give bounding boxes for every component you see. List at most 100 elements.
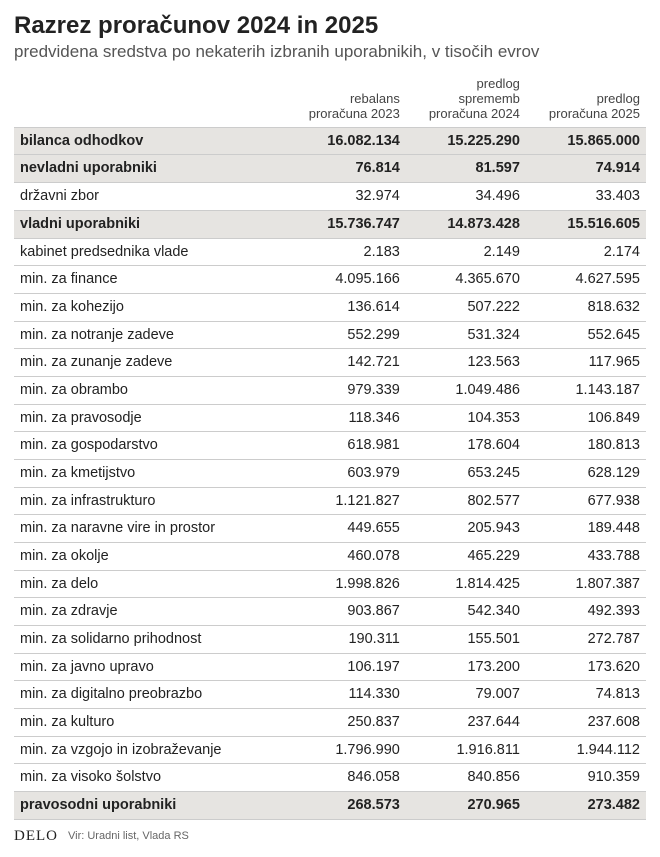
row-value: 79.007	[406, 681, 526, 709]
row-value: 1.807.387	[526, 570, 646, 598]
row-value: 4.095.166	[286, 266, 406, 294]
title: Razrez proračunov 2024 in 2025	[14, 12, 646, 40]
row-value: 433.788	[526, 542, 646, 570]
row-label: min. za gospodarstvo	[14, 432, 286, 460]
table-row: min. za kulturo250.837237.644237.608	[14, 708, 646, 736]
row-value: 123.563	[406, 349, 526, 377]
row-value: 910.359	[526, 764, 646, 792]
table-row: min. za javno upravo106.197173.200173.62…	[14, 653, 646, 681]
row-value: 1.049.486	[406, 376, 526, 404]
row-value: 1.916.811	[406, 736, 526, 764]
row-value: 81.597	[406, 155, 526, 183]
row-value: 237.644	[406, 708, 526, 736]
row-value: 979.339	[286, 376, 406, 404]
row-label: nevladni uporabniki	[14, 155, 286, 183]
row-label: vladni uporabniki	[14, 210, 286, 238]
source-line: DELO Vir: Uradni list, Vlada RS	[14, 828, 646, 845]
row-label: min. za kulturo	[14, 708, 286, 736]
table-row: min. za delo1.998.8261.814.4251.807.387	[14, 570, 646, 598]
row-value: 205.943	[406, 515, 526, 543]
row-value: 552.645	[526, 321, 646, 349]
row-label: min. za obrambo	[14, 376, 286, 404]
row-value: 840.856	[406, 764, 526, 792]
row-label: min. za delo	[14, 570, 286, 598]
row-value: 15.865.000	[526, 127, 646, 155]
row-value: 273.482	[526, 791, 646, 819]
row-label: min. za javno upravo	[14, 653, 286, 681]
row-value: 492.393	[526, 598, 646, 626]
row-value: 118.346	[286, 404, 406, 432]
table-header-row: rebalansproračuna 2023 predlog spremembp…	[14, 72, 646, 127]
row-value: 1.796.990	[286, 736, 406, 764]
row-value: 802.577	[406, 487, 526, 515]
row-label: min. za vzgojo in izobraževanje	[14, 736, 286, 764]
row-value: 33.403	[526, 183, 646, 211]
table-row: min. za visoko šolstvo846.058840.856910.…	[14, 764, 646, 792]
row-value: 270.965	[406, 791, 526, 819]
row-value: 15.516.605	[526, 210, 646, 238]
row-value: 15.736.747	[286, 210, 406, 238]
row-label: kabinet predsednika vlade	[14, 238, 286, 266]
row-value: 531.324	[406, 321, 526, 349]
row-value: 136.614	[286, 293, 406, 321]
table-row: min. za zdravje903.867542.340492.393	[14, 598, 646, 626]
table-row: kabinet predsednika vlade2.1832.1492.174	[14, 238, 646, 266]
table-row: min. za pravosodje118.346104.353106.849	[14, 404, 646, 432]
col-header-2024: predlog spremembproračuna 2024	[406, 72, 526, 127]
row-value: 2.174	[526, 238, 646, 266]
row-value: 104.353	[406, 404, 526, 432]
row-value: 190.311	[286, 625, 406, 653]
table-row: državni zbor32.97434.49633.403	[14, 183, 646, 211]
row-value: 189.448	[526, 515, 646, 543]
col-header-2025: predlogproračuna 2025	[526, 72, 646, 127]
row-value: 460.078	[286, 542, 406, 570]
row-value: 250.837	[286, 708, 406, 736]
row-label: min. za infrastrukturo	[14, 487, 286, 515]
row-value: 1.944.112	[526, 736, 646, 764]
table-row: min. za obrambo979.3391.049.4861.143.187	[14, 376, 646, 404]
row-label: min. za pravosodje	[14, 404, 286, 432]
row-value: 4.365.670	[406, 266, 526, 294]
row-value: 449.655	[286, 515, 406, 543]
row-value: 846.058	[286, 764, 406, 792]
table-row: nevladni uporabniki76.81481.59774.914	[14, 155, 646, 183]
row-value: 34.496	[406, 183, 526, 211]
table-row: min. za kohezijo136.614507.222818.632	[14, 293, 646, 321]
table-row: vladni uporabniki15.736.74714.873.42815.…	[14, 210, 646, 238]
row-value: 14.873.428	[406, 210, 526, 238]
table-row: min. za digitalno preobrazbo114.33079.00…	[14, 681, 646, 709]
row-value: 818.632	[526, 293, 646, 321]
row-value: 677.938	[526, 487, 646, 515]
row-value: 618.981	[286, 432, 406, 460]
table-row: pravosodni uporabniki268.573270.965273.4…	[14, 791, 646, 819]
row-label: min. za kmetijstvo	[14, 459, 286, 487]
row-value: 114.330	[286, 681, 406, 709]
row-value: 74.813	[526, 681, 646, 709]
row-label: min. za notranje zadeve	[14, 321, 286, 349]
brand-label: DELO	[14, 828, 58, 845]
row-label: min. za digitalno preobrazbo	[14, 681, 286, 709]
row-value: 173.620	[526, 653, 646, 681]
row-value: 173.200	[406, 653, 526, 681]
row-value: 1.121.827	[286, 487, 406, 515]
row-label: min. za zdravje	[14, 598, 286, 626]
row-label: min. za visoko šolstvo	[14, 764, 286, 792]
row-label: min. za zunanje zadeve	[14, 349, 286, 377]
row-value: 16.082.134	[286, 127, 406, 155]
row-value: 603.979	[286, 459, 406, 487]
table-row: min. za solidarno prihodnost190.311155.5…	[14, 625, 646, 653]
row-label: državni zbor	[14, 183, 286, 211]
table-row: min. za vzgojo in izobraževanje1.796.990…	[14, 736, 646, 764]
row-value: 2.183	[286, 238, 406, 266]
table-row: min. za infrastrukturo1.121.827802.57767…	[14, 487, 646, 515]
row-value: 178.604	[406, 432, 526, 460]
row-value: 2.149	[406, 238, 526, 266]
row-value: 552.299	[286, 321, 406, 349]
row-value: 106.197	[286, 653, 406, 681]
row-value: 272.787	[526, 625, 646, 653]
row-value: 117.965	[526, 349, 646, 377]
subtitle: predvidena sredstva po nekaterih izbrani…	[14, 42, 646, 62]
row-value: 1.143.187	[526, 376, 646, 404]
source-text: Vir: Uradni list, Vlada RS	[68, 830, 189, 842]
row-value: 74.914	[526, 155, 646, 183]
